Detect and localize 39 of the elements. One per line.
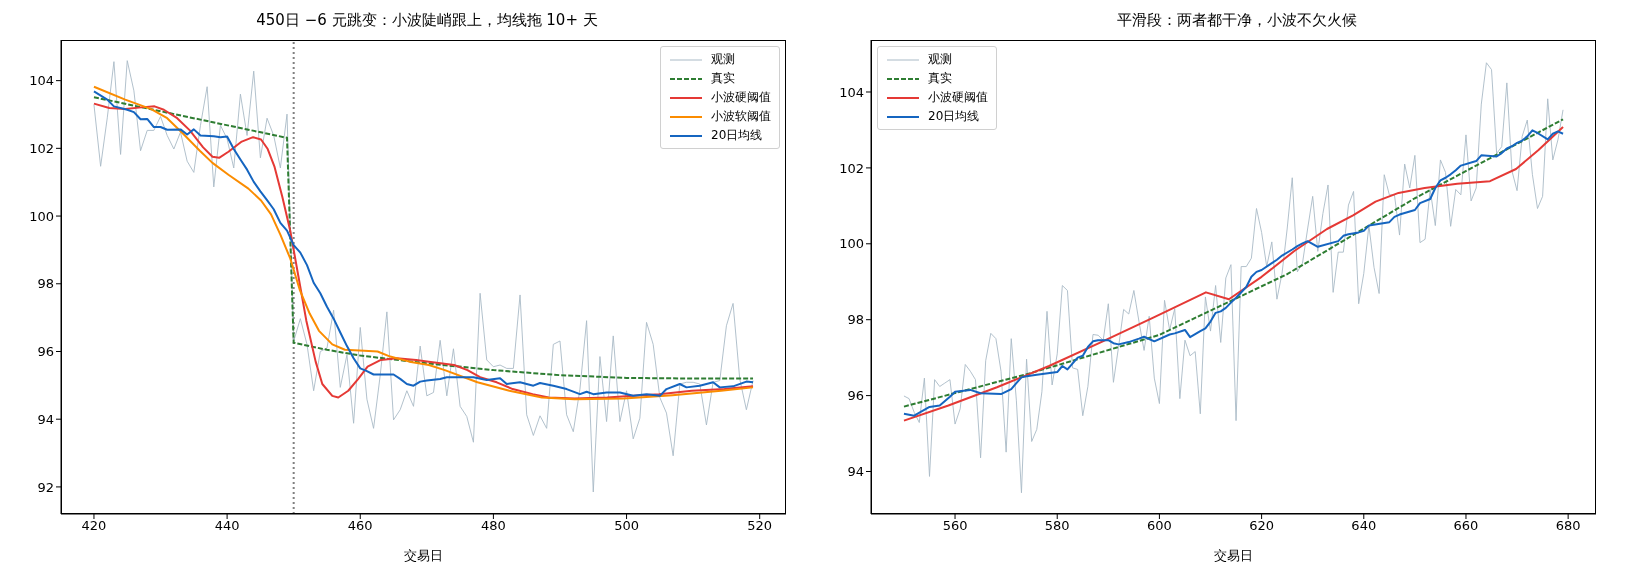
y-tick-label: 94: [37, 411, 54, 427]
y-tick-label: 96: [847, 388, 864, 404]
x-tick-label: 440: [214, 518, 240, 534]
x-tick-label: 460: [347, 518, 373, 534]
legend-label: 20日均线: [928, 108, 980, 125]
x-axis-title: 交易日: [404, 548, 443, 563]
legend-label: 小波软阈值: [711, 108, 771, 125]
y-tick-label: 102: [839, 160, 864, 176]
legend-label: 真实: [711, 70, 735, 87]
x-tick-label: 600: [1147, 518, 1172, 534]
x-axis-title: 交易日: [1214, 548, 1253, 563]
legend-label: 真实: [928, 70, 952, 87]
legend-label: 小波硬阈值: [928, 89, 988, 106]
y-tick-label: 102: [29, 140, 54, 156]
chart-title: 平滑段：两者都干净，小波不欠火候: [1116, 10, 1358, 31]
x-tick-label: 660: [1453, 518, 1479, 534]
y-tick-label: 96: [37, 344, 54, 360]
chart-title: 450日 −6 元跳变：小波陡峭跟上，均线拖 10+ 天: [255, 10, 599, 31]
x-tick-label: 420: [81, 518, 107, 534]
x-tick-label: 680: [1555, 518, 1581, 534]
y-tick-label: 94: [847, 464, 864, 480]
legend-label: 观测: [711, 51, 735, 68]
y-tick-label: 100: [839, 236, 864, 252]
y-tick-label: 104: [29, 73, 54, 89]
x-tick-label: 480: [480, 518, 506, 534]
legend-label: 20日均线: [711, 127, 763, 144]
legend-label: 小波硬阈值: [711, 89, 771, 106]
x-tick-label: 520: [747, 518, 773, 534]
x-tick-label: 620: [1249, 518, 1275, 534]
y-tick-label: 98: [847, 312, 864, 328]
x-tick-label: 580: [1044, 518, 1070, 534]
y-tick-label: 98: [37, 276, 54, 292]
x-tick-label: 640: [1351, 518, 1377, 534]
y-tick-label: 104: [839, 84, 864, 100]
legend-label: 观测: [928, 51, 952, 68]
x-tick-label: 500: [614, 518, 639, 534]
y-tick-label: 92: [37, 479, 54, 495]
y-tick-label: 100: [29, 208, 54, 224]
x-tick-label: 560: [942, 518, 968, 534]
